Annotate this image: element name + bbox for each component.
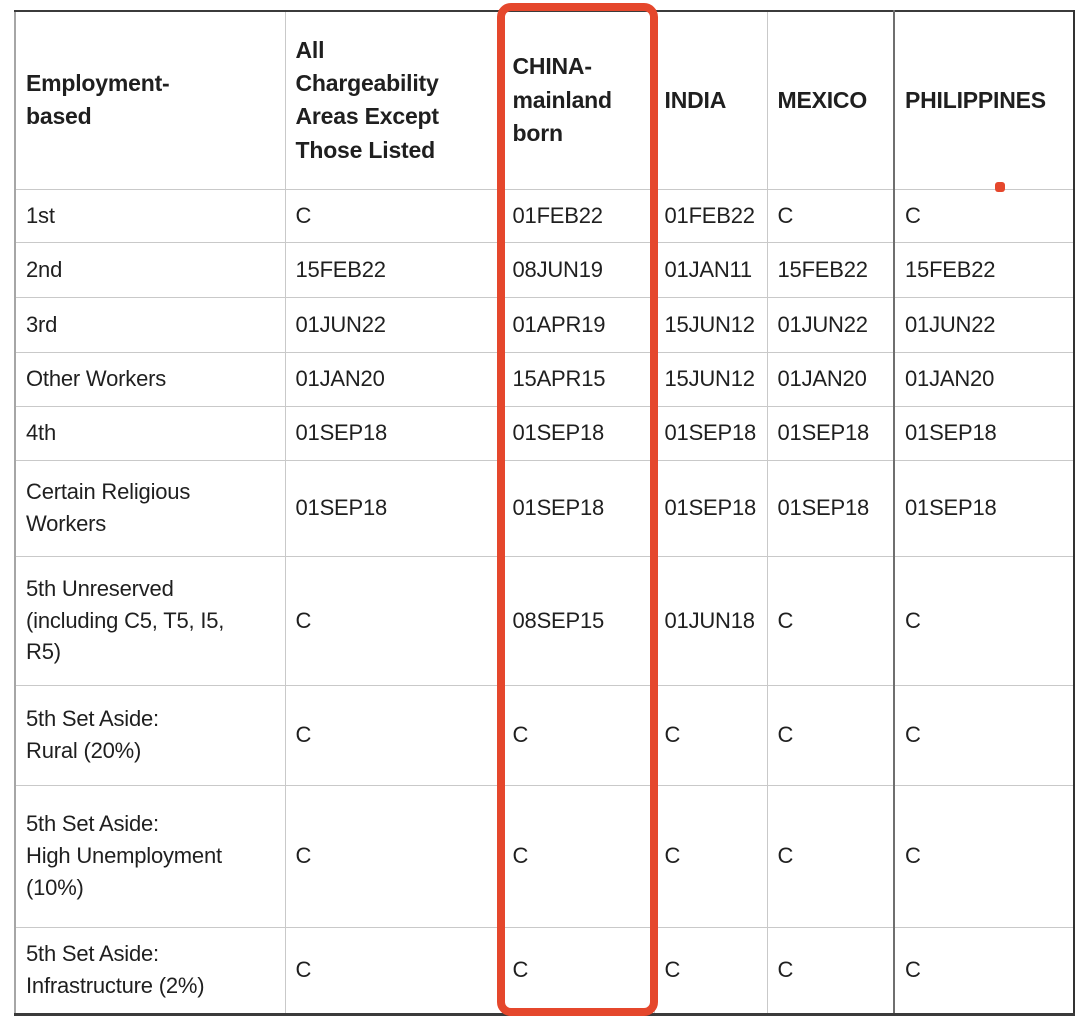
- cell-all-chargeability: 01SEP18: [284, 405, 503, 461]
- cell-all-chargeability: C: [284, 926, 503, 1015]
- row-category: 3rd: [14, 296, 286, 353]
- cell-china: 08JUN19: [501, 241, 655, 298]
- cell-philippines: C: [893, 188, 1075, 243]
- row-category: 5th Set Aside: Infrastructure (2%): [14, 926, 286, 1015]
- row-category: Certain Religious Workers: [14, 459, 286, 557]
- cell-china: C: [501, 784, 655, 928]
- cell-india: C: [653, 926, 768, 1015]
- cell-china: 15APR15: [501, 351, 655, 407]
- cell-philippines: 01SEP18: [893, 405, 1075, 461]
- cell-india: 15JUN12: [653, 296, 768, 353]
- cell-india: 01SEP18: [653, 459, 768, 557]
- row-category: 4th: [14, 405, 286, 461]
- table-row-certain-religious-workers: Certain Religious Workers 01SEP18 01SEP1…: [14, 459, 1075, 557]
- cell-china: 01SEP18: [501, 405, 655, 461]
- cell-mexico: 01SEP18: [766, 405, 895, 461]
- table-row-1st: 1st C 01FEB22 01FEB22 C C: [14, 188, 1075, 243]
- cell-philippines: C: [893, 555, 1075, 686]
- cell-mexico: C: [766, 555, 895, 686]
- cell-china: 01FEB22: [501, 188, 655, 243]
- cell-mexico: 01JUN22: [766, 296, 895, 353]
- table-row-4th: 4th 01SEP18 01SEP18 01SEP18 01SEP18 01SE…: [14, 405, 1075, 461]
- cell-all-chargeability: 01JAN20: [284, 351, 503, 407]
- cell-philippines: C: [893, 926, 1075, 1015]
- row-category: 5th Unreserved (including C5, T5, I5, R5…: [14, 555, 286, 686]
- cell-all-chargeability: C: [284, 684, 503, 786]
- cell-philippines: 15FEB22: [893, 241, 1075, 298]
- cell-india: 01FEB22: [653, 188, 768, 243]
- cell-china: 01SEP18: [501, 459, 655, 557]
- row-category: Other Workers: [14, 351, 286, 407]
- column-header-mexico: MEXICO: [766, 10, 895, 190]
- cell-philippines: 01SEP18: [893, 459, 1075, 557]
- cell-china: 08SEP15: [501, 555, 655, 686]
- cell-all-chargeability: 01JUN22: [284, 296, 503, 353]
- column-header-philippines: PHILIPPINES: [893, 10, 1075, 190]
- table-row-3rd: 3rd 01JUN22 01APR19 15JUN12 01JUN22 01JU…: [14, 296, 1075, 353]
- row-category: 2nd: [14, 241, 286, 298]
- cell-mexico: 15FEB22: [766, 241, 895, 298]
- table-row-other-workers: Other Workers 01JAN20 15APR15 15JUN12 01…: [14, 351, 1075, 407]
- row-category: 1st: [14, 188, 286, 243]
- table-row-2nd: 2nd 15FEB22 08JUN19 01JAN11 15FEB22 15FE…: [14, 241, 1075, 298]
- column-header-india: INDIA: [653, 10, 768, 190]
- column-header-china-mainland-born: CHINA- mainland born: [501, 10, 655, 190]
- cell-india: 01JAN11: [653, 241, 768, 298]
- table-row-5th-set-aside-rural: 5th Set Aside: Rural (20%) C C C C C: [14, 684, 1075, 786]
- cell-china: C: [501, 926, 655, 1015]
- cell-all-chargeability: 15FEB22: [284, 241, 503, 298]
- cell-india: 15JUN12: [653, 351, 768, 407]
- cell-all-chargeability: C: [284, 784, 503, 928]
- table-row-5th-set-aside-infrastructure: 5th Set Aside: Infrastructure (2%) C C C…: [14, 926, 1075, 1015]
- cell-mexico: C: [766, 926, 895, 1015]
- cell-philippines: C: [893, 684, 1075, 786]
- table-row-5th-unreserved: 5th Unreserved (including C5, T5, I5, R5…: [14, 555, 1075, 686]
- cell-china: 01APR19: [501, 296, 655, 353]
- cell-china: C: [501, 684, 655, 786]
- cell-mexico: C: [766, 188, 895, 243]
- cell-mexico: 01SEP18: [766, 459, 895, 557]
- cell-india: 01JUN18: [653, 555, 768, 686]
- column-header-employment-based: Employment- based: [14, 10, 286, 190]
- cell-mexico: 01JAN20: [766, 351, 895, 407]
- cell-india: C: [653, 684, 768, 786]
- cell-mexico: C: [766, 784, 895, 928]
- visa-bulletin-table: Employment- based All Chargeability Area…: [14, 10, 1075, 1016]
- cell-all-chargeability: C: [284, 555, 503, 686]
- column-header-all-chargeability: All Chargeability Areas Except Those Lis…: [284, 10, 503, 190]
- row-category: 5th Set Aside: Rural (20%): [14, 684, 286, 786]
- cell-india: C: [653, 784, 768, 928]
- cell-mexico: C: [766, 684, 895, 786]
- row-category: 5th Set Aside: High Unemployment (10%): [14, 784, 286, 928]
- cell-all-chargeability: 01SEP18: [284, 459, 503, 557]
- cell-all-chargeability: C: [284, 188, 503, 243]
- cell-philippines: 01JAN20: [893, 351, 1075, 407]
- header-row: Employment- based All Chargeability Area…: [14, 10, 1075, 190]
- table-row-5th-set-aside-high-unemployment: 5th Set Aside: High Unemployment (10%) C…: [14, 784, 1075, 928]
- cell-philippines: C: [893, 784, 1075, 928]
- cell-philippines: 01JUN22: [893, 296, 1075, 353]
- cell-india: 01SEP18: [653, 405, 768, 461]
